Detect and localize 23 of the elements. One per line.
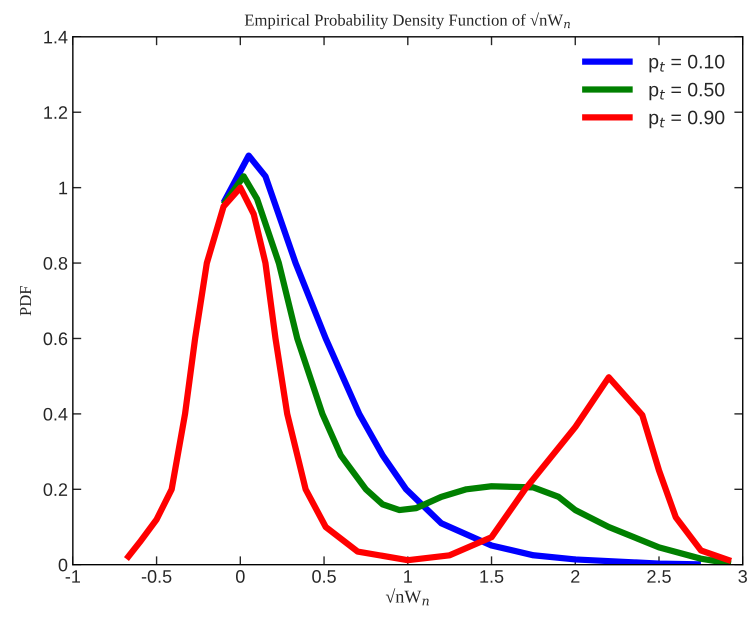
y-tick-label: 1	[59, 182, 68, 194]
y-tick-label: 0.8	[44, 256, 68, 270]
y-tick-label: 1.4	[44, 30, 68, 44]
x-tick-label: 0	[236, 570, 245, 583]
x-tick-label: 1.5	[480, 570, 504, 583]
y-tick-label: 0.6	[44, 332, 68, 346]
legend-label: p$_{t}$ = 0.10	[649, 54, 724, 72]
y-tick-label: 1.2	[44, 106, 68, 119]
legend-label: p$_{t}$ = 0.50	[649, 82, 724, 100]
x-tick-label: 3	[738, 570, 747, 583]
y-axis-title: PDF	[20, 286, 32, 316]
x-tick-label: 2	[571, 570, 580, 583]
x-axis-title: √nW$_{n}$	[386, 588, 429, 606]
x-tick-label: -1	[66, 570, 80, 583]
y-tick-label: 0.4	[44, 408, 68, 421]
legend-label: p$_{t}$ = 0.90	[649, 110, 724, 128]
x-tick-label: -0.5	[142, 570, 172, 583]
x-tick-label: 0.5	[312, 570, 336, 583]
x-tick-label: 1	[404, 570, 412, 583]
chart-title: Empirical Probability Density Function of √nW$_{n}$	[244, 12, 570, 30]
y-tick-label: 0	[58, 558, 68, 572]
x-tick-label: 2.5	[647, 570, 671, 583]
y-tick-label: 0.2	[44, 483, 68, 496]
